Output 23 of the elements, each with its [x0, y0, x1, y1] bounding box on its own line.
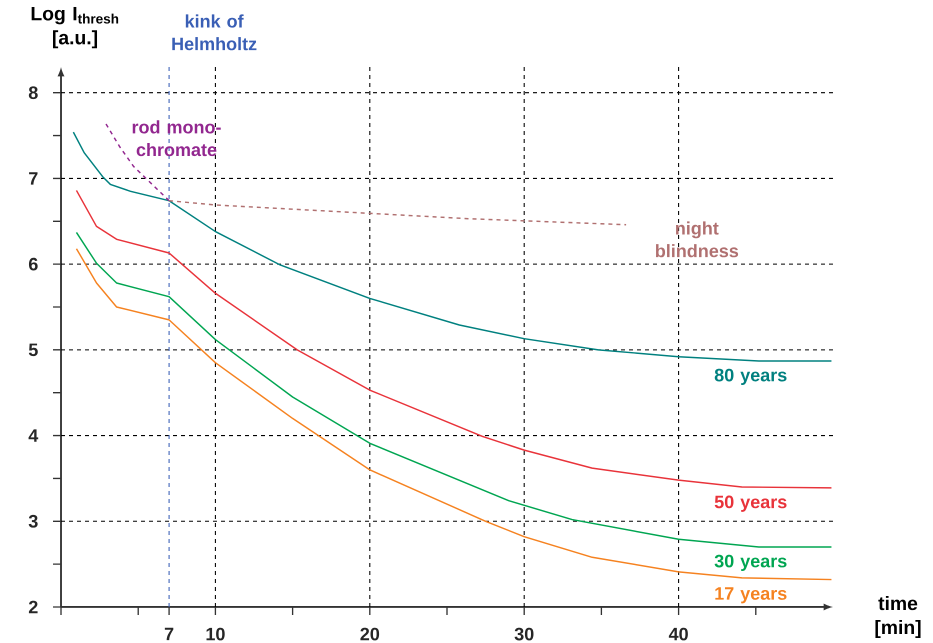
- series-label: 80 years: [714, 368, 787, 386]
- x-tick-label: 20: [360, 628, 380, 640]
- series-label: night blindness: [656, 221, 738, 258]
- x-tick-label: 40: [668, 628, 688, 640]
- line-series: [168, 200, 627, 226]
- x-tick-label: 30: [514, 628, 534, 640]
- series-label: rod mono-chromate: [132, 120, 221, 156]
- y-axis-title: Log I$_{thresh}$ [a.u.]: [32, 6, 118, 48]
- y-tick-label: 3: [28, 514, 38, 528]
- y-tick-label: 8: [28, 86, 38, 100]
- y-tick-label: 5: [28, 344, 38, 356]
- series-label: 30 years: [714, 554, 787, 572]
- series-label: 17 years: [715, 587, 787, 604]
- y-tick-label: 6: [28, 258, 38, 270]
- x-tick-label: 10: [206, 628, 225, 640]
- x-axis-title: time [min]: [875, 596, 921, 638]
- ref-line-label: kink of Helmholtz: [172, 14, 256, 50]
- y-tick-label: 2: [28, 600, 38, 614]
- y-tick-label: 4: [28, 429, 38, 442]
- x-tick-label: 7: [164, 628, 174, 640]
- series-label: 50 years: [714, 496, 787, 512]
- line-series: [76, 190, 832, 489]
- y-tick-label: 7: [29, 172, 38, 185]
